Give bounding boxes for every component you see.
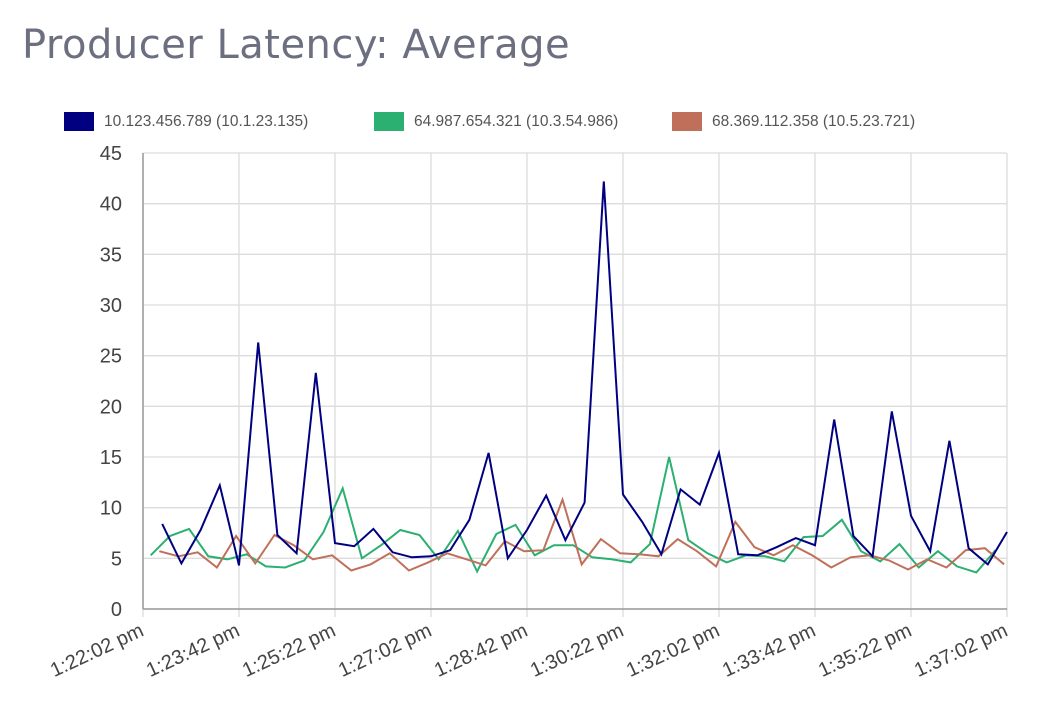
x-tick-label: 1:22:02 pm — [47, 620, 147, 682]
legend-swatch — [64, 112, 94, 131]
legend-swatch — [374, 112, 404, 131]
x-tick-label: 1:25:22 pm — [239, 620, 339, 682]
x-tick-label: 1:28:42 pm — [431, 620, 531, 682]
x-tick-label: 1:33:42 pm — [719, 620, 819, 682]
y-tick-label: 15 — [100, 447, 122, 469]
y-tick-label: 45 — [100, 143, 122, 165]
x-tick-label: 1:23:42 pm — [143, 620, 243, 682]
legend-item-series-1[interactable]: 10.123.456.789 (10.1.23.135) — [64, 112, 308, 131]
x-tick-label: 1:27:02 pm — [335, 620, 435, 682]
legend-label: 68.369.112.358 (10.5.23.721) — [712, 112, 916, 130]
y-tick-label: 25 — [100, 346, 122, 368]
series-line-1 — [161, 181, 1008, 566]
legend-swatch — [672, 112, 702, 131]
legend-label: 10.123.456.789 (10.1.23.135) — [104, 112, 309, 130]
y-tick-label: 10 — [100, 498, 122, 520]
chart-title: Producer Latency: Average — [22, 22, 571, 68]
y-tick-label: 40 — [100, 194, 122, 216]
legend-label: 64.987.654.321 (10.3.54.986) — [414, 112, 619, 130]
series-line-3 — [159, 496, 1005, 572]
y-tick-label: 35 — [100, 244, 122, 266]
legend-item-series-3[interactable]: 68.369.112.358 (10.5.23.721) — [672, 112, 915, 131]
y-tick-label: 5 — [111, 548, 122, 570]
x-tick-label: 1:32:02 pm — [623, 620, 723, 682]
y-tick-label: 30 — [100, 295, 122, 317]
y-tick-label: 0 — [111, 599, 122, 621]
y-tick-label: 20 — [100, 396, 122, 418]
x-tick-label: 1:37:02 pm — [911, 620, 1011, 682]
legend-item-series-2[interactable]: 64.987.654.321 (10.3.54.986) — [374, 112, 618, 131]
series-line-2 — [149, 456, 997, 574]
x-tick-label: 1:30:22 pm — [527, 620, 627, 682]
x-tick-label: 1:35:22 pm — [815, 620, 915, 682]
